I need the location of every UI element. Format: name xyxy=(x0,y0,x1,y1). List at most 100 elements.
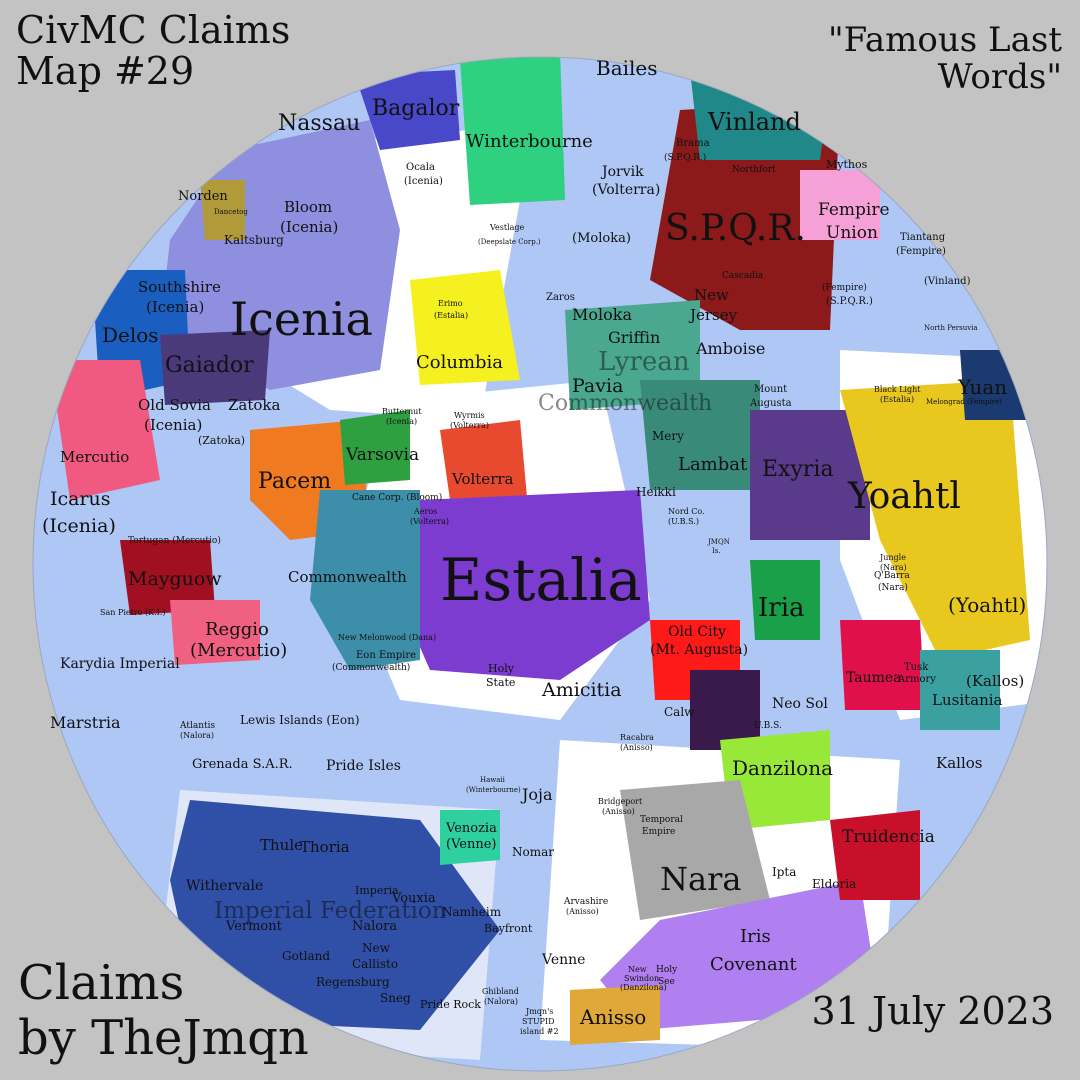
label-nomar: Nomar xyxy=(512,845,554,859)
label-ocala-sub: (Icenia) xyxy=(404,176,443,187)
label-vouxia: Vouxia xyxy=(391,891,436,906)
region-venozia[interactable] xyxy=(440,810,500,865)
label-reggio-sub: (Mercutio) xyxy=(190,640,287,661)
label-bridgeport-sub: (Anisso) xyxy=(602,807,635,816)
map-date: 31 July 2023 xyxy=(811,988,1054,1033)
label-iris: Iris xyxy=(740,926,771,947)
label-new-swindon: New xyxy=(628,965,647,974)
region-dawn-city[interactable] xyxy=(690,670,760,750)
label-lewis-islands: Lewis Islands (Eon) xyxy=(240,713,360,727)
labels: Estalia Icenia S.P.Q.R. Yoahtl Nara Nass… xyxy=(42,56,1026,1036)
region-winterbourne[interactable] xyxy=(460,50,565,205)
label-arvashire: Arvashire xyxy=(563,897,608,907)
label-armory: Armory xyxy=(897,674,936,685)
region-nara[interactable] xyxy=(620,780,770,920)
label-tortugan: Tortugan (Mercutio) xyxy=(128,535,221,546)
label-holy-state-2: State xyxy=(486,676,515,689)
label-jmqns-island: Jmqn's xyxy=(525,1007,553,1016)
label-pacem: Pacem xyxy=(258,469,331,494)
label-temporal-empire: Temporal xyxy=(640,815,683,825)
region-mercutio[interactable] xyxy=(50,360,160,500)
label-new-swindon-2: Swindon xyxy=(624,974,659,983)
label-nalora: Nalora xyxy=(352,919,397,934)
region-taumea[interactable] xyxy=(840,620,925,710)
label-neo-sol: Neo Sol xyxy=(772,696,828,712)
label-holy-see: Holy xyxy=(656,965,678,975)
region-fempire[interactable] xyxy=(800,170,880,240)
title-line-2: Map #29 xyxy=(16,49,195,94)
label-amicitia: Amicitia xyxy=(541,679,622,701)
label-mount-augusta: Mount xyxy=(754,384,787,395)
label-cane-corp: Cane Corp. (Bloom) xyxy=(352,492,442,503)
region-mayguow[interactable] xyxy=(120,540,215,615)
label-norden: Norden xyxy=(178,189,228,204)
region-lambat[interactable] xyxy=(640,380,760,490)
label-ipta: Ipta xyxy=(772,865,796,879)
region-kaltsburg[interactable] xyxy=(200,180,245,240)
label-mayguow: Mayguow xyxy=(128,568,222,590)
label-qbarra-sub: (Nara) xyxy=(878,582,908,593)
label-jmqn-is: JMQN xyxy=(707,538,730,546)
label-gotland: Gotland xyxy=(282,949,330,963)
label-eldoria: Eldoria xyxy=(812,877,856,891)
label-moloka-paren: (Moloka) xyxy=(572,231,631,246)
label-jungle-sub: (Nara) xyxy=(880,563,907,572)
label-namheim: Namheim xyxy=(442,905,502,919)
region-estalia[interactable] xyxy=(395,490,650,680)
label-tusk: Tusk xyxy=(904,662,929,673)
label-qbarra: Q'Barra xyxy=(874,571,910,581)
label-calw: Calw xyxy=(664,705,695,719)
label-lusitania: Lusitania xyxy=(932,691,1003,709)
label-withervale: Withervale xyxy=(186,878,263,894)
label-grenada: Grenada S.A.R. xyxy=(192,757,293,772)
region-commonwealth[interactable] xyxy=(310,490,420,670)
label-jorvik: Jorvik xyxy=(600,164,644,180)
label-moloka: Moloka xyxy=(572,305,632,324)
region-iria[interactable] xyxy=(750,560,820,640)
quote-line-1: "Famous Last xyxy=(827,20,1062,60)
label-ghibland: Ghibland xyxy=(482,987,519,996)
label-truidencia: Truidencia xyxy=(842,827,935,847)
label-heikki: Heikki xyxy=(636,485,676,499)
region-bagalor[interactable] xyxy=(355,70,460,150)
label-butternut-sub: (Icenia) xyxy=(386,417,417,426)
credit-line-1: Claims xyxy=(18,954,185,1011)
region-lusitania[interactable] xyxy=(920,650,1000,730)
label-bailes: Bailes xyxy=(596,56,658,80)
label-old-sovia-sub: (Icenia) xyxy=(144,416,202,434)
label-imperial-federation: Imperial Federation xyxy=(214,898,447,924)
label-erimo: Erimo xyxy=(438,299,463,308)
region-danzilona[interactable] xyxy=(720,730,830,830)
label-kallos-paren: (Kallos) xyxy=(966,672,1024,690)
label-kaltsburg: Kaltsburg xyxy=(224,233,284,247)
region-gaiador[interactable] xyxy=(160,330,270,405)
region-varsovia[interactable] xyxy=(340,410,410,485)
label-danzilona: Danzilona xyxy=(732,756,833,780)
label-yoahtl-paren: (Yoahtl) xyxy=(948,593,1026,617)
label-holy-see-2: See xyxy=(658,977,675,987)
region-truidencia[interactable] xyxy=(830,810,920,900)
region-exyria[interactable] xyxy=(750,410,870,540)
label-aeros-sub: (Volterra) xyxy=(410,517,449,526)
credit: Claims by TheJmqn xyxy=(18,954,309,1066)
region-yoahtl[interactable] xyxy=(840,380,1030,660)
region-imperial-federation[interactable] xyxy=(170,800,500,1030)
label-melongrad: Melongrad (Fempire) xyxy=(926,398,1002,406)
label-thoria: Thoria xyxy=(300,838,350,856)
label-bagalor: Bagalor xyxy=(372,96,460,121)
label-mery: Mery xyxy=(652,429,684,443)
label-griffin: Griffin xyxy=(608,328,660,347)
label-black-light: Black Light xyxy=(874,385,921,394)
label-jmqns-island-2: STUPID xyxy=(522,1017,555,1026)
label-vestlage: Vestlage xyxy=(489,223,525,232)
label-lyrean-commonwealth: Commonwealth xyxy=(538,391,712,416)
label-jmqns-island-3: island #2 xyxy=(520,1027,559,1036)
label-mount-augusta-2: Augusta xyxy=(749,398,792,409)
label-erimo-sub: (Estalia) xyxy=(434,311,468,320)
label-zatoka: Zatoka xyxy=(228,396,281,414)
region-anisso[interactable] xyxy=(570,985,660,1045)
region-reggio[interactable] xyxy=(170,600,260,665)
region-iris-covenant[interactable] xyxy=(600,880,880,1030)
region-columbia[interactable] xyxy=(410,270,520,385)
